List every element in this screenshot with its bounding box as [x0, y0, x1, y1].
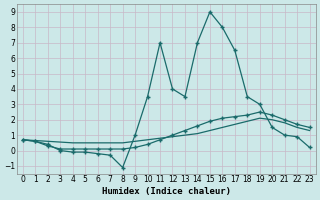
X-axis label: Humidex (Indice chaleur): Humidex (Indice chaleur) — [102, 187, 231, 196]
